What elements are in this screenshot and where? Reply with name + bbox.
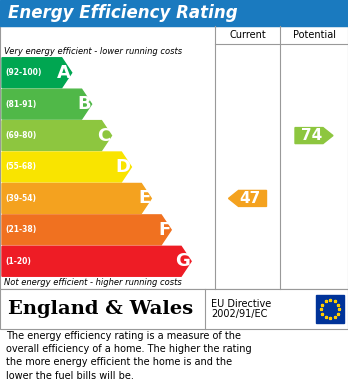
Polygon shape: [2, 246, 191, 276]
Polygon shape: [229, 190, 267, 206]
Text: (39-54): (39-54): [5, 194, 36, 203]
Text: Potential: Potential: [293, 30, 335, 40]
Polygon shape: [2, 183, 151, 213]
Text: Energy Efficiency Rating: Energy Efficiency Rating: [8, 4, 238, 22]
Text: A: A: [57, 64, 71, 82]
Bar: [0, 26, 348, 289]
Polygon shape: [2, 89, 92, 119]
Text: (69-80): (69-80): [5, 131, 36, 140]
Text: Not energy efficient - higher running costs: Not energy efficient - higher running co…: [4, 278, 182, 287]
Text: EU Directive: EU Directive: [211, 299, 271, 309]
Bar: [316, 295, 344, 323]
Text: England & Wales: England & Wales: [8, 300, 193, 318]
Polygon shape: [2, 215, 171, 245]
Polygon shape: [2, 120, 111, 151]
Bar: [0, 289, 348, 329]
Text: B: B: [77, 95, 90, 113]
Text: (92-100): (92-100): [5, 68, 41, 77]
Text: 2002/91/EC: 2002/91/EC: [211, 309, 267, 319]
Text: 74: 74: [301, 128, 323, 143]
Text: (1-20): (1-20): [5, 257, 31, 266]
Text: F: F: [158, 221, 170, 239]
Text: Very energy efficient - lower running costs: Very energy efficient - lower running co…: [4, 47, 182, 56]
Text: (81-91): (81-91): [5, 100, 36, 109]
Text: (55-68): (55-68): [5, 163, 36, 172]
Polygon shape: [2, 58, 72, 88]
Text: E: E: [138, 189, 150, 208]
Text: D: D: [116, 158, 130, 176]
Bar: [0, 0, 348, 26]
Text: (21-38): (21-38): [5, 225, 36, 234]
Text: 47: 47: [239, 191, 260, 206]
Text: G: G: [175, 252, 190, 270]
Text: Current: Current: [229, 30, 266, 40]
Text: The energy efficiency rating is a measure of the
overall efficiency of a home. T: The energy efficiency rating is a measur…: [6, 331, 252, 380]
Polygon shape: [2, 152, 132, 182]
Polygon shape: [295, 127, 333, 143]
Text: C: C: [97, 127, 111, 145]
